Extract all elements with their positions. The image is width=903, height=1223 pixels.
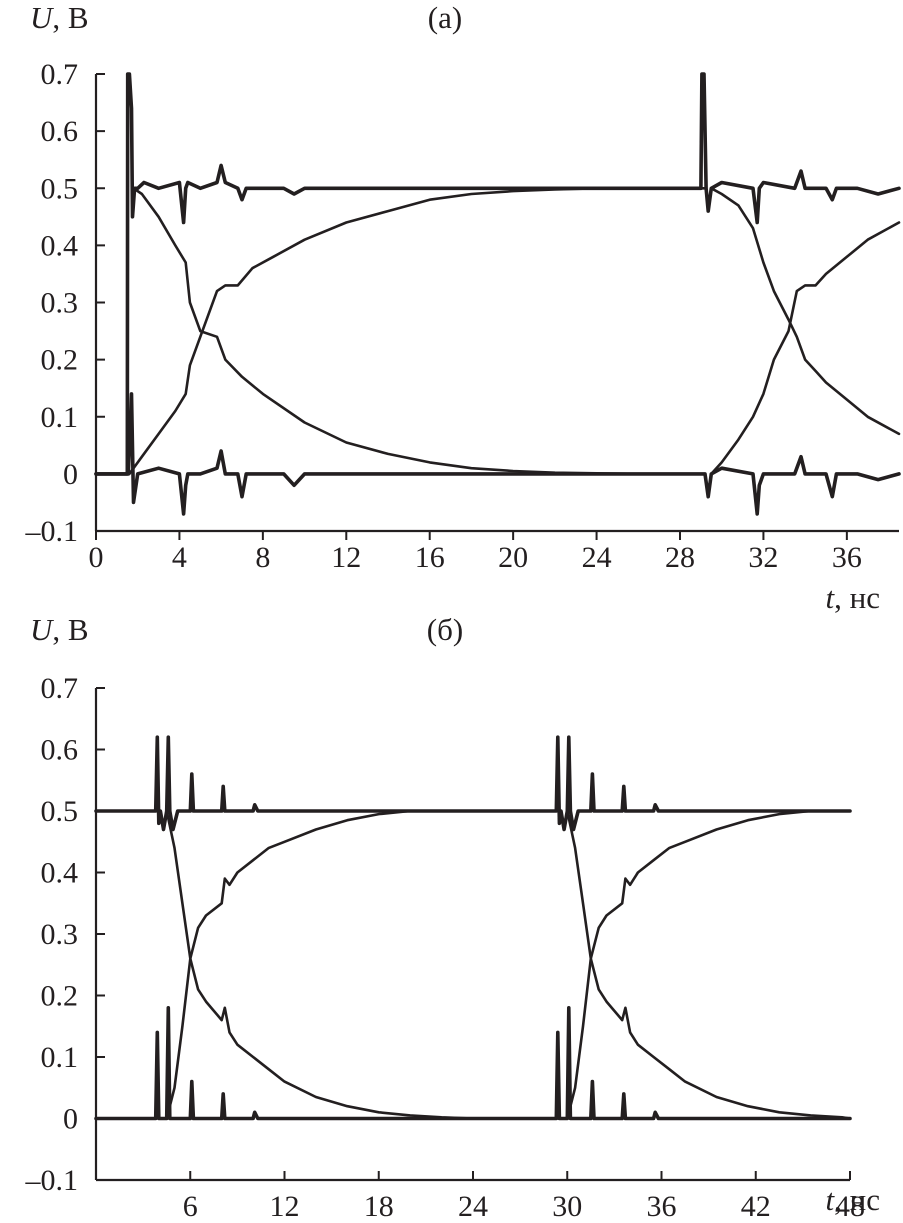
x-tick-label: 48 xyxy=(835,1190,865,1223)
y-tick-label: 0.6 xyxy=(41,115,79,148)
x-axis-title: t, нс xyxy=(826,580,880,615)
x-tick-label: 32 xyxy=(748,541,778,574)
x-tick-label: 24 xyxy=(582,541,612,574)
x-tick-label: 12 xyxy=(331,541,361,574)
y-tick-label: 0.4 xyxy=(41,229,79,262)
y-axis-title: U, В xyxy=(30,0,89,35)
y-tick-label: 0 xyxy=(63,458,78,491)
series-line-flat-1 xyxy=(94,72,901,476)
panel-label: (б) xyxy=(427,612,463,647)
x-tick-label: 12 xyxy=(270,1190,300,1223)
chart-panel-2: –0.1 0 0.1 0.2 0.3 0.4 0.5 0.6 0.7 6 12 18 24 30 36 42 4… xyxy=(25,612,881,1223)
panel-label: (а) xyxy=(428,0,462,35)
series-line-base-4 xyxy=(94,392,901,516)
x-tick-label: 20 xyxy=(498,541,528,574)
x-tick-label: 30 xyxy=(552,1190,582,1223)
y-tick-label: 0.1 xyxy=(41,401,79,434)
x-tick-label: 6 xyxy=(183,1190,198,1223)
series-line-base-4 xyxy=(94,1006,852,1121)
series-line-rise-5 xyxy=(710,221,901,476)
y-axis-title-unit: , В xyxy=(52,0,88,35)
x-tick-label: 16 xyxy=(415,541,445,574)
x-axis-title: t, нс xyxy=(826,1182,880,1217)
x-tick-label: 28 xyxy=(665,541,695,574)
series-line-flat-1 xyxy=(94,735,852,832)
y-axis-title-unit: , В xyxy=(52,612,88,647)
x-tick-label: 24 xyxy=(458,1190,488,1223)
x-axis-title-unit: , нс xyxy=(834,580,880,615)
y-tick-label: 0.1 xyxy=(41,1041,79,1074)
y-axis-title-variable: U xyxy=(30,612,55,647)
series-line-fall-6 xyxy=(710,187,901,436)
series-line-fall-3 xyxy=(132,187,707,476)
x-tick-label: 0 xyxy=(89,541,104,574)
y-tick-label: 0.3 xyxy=(41,918,79,951)
chart-panel-1: –0.1 0 0.1 0.2 0.3 0.4 0.5 0.6 0.7 0 4 8 12 16 20 24 28 3… xyxy=(25,0,901,615)
y-tick-label: 0.2 xyxy=(41,344,79,377)
y-tick-label: –0.1 xyxy=(25,1164,79,1197)
x-axis-title-variable: t xyxy=(826,580,836,615)
y-axis-title-variable: U xyxy=(30,0,55,35)
y-tick-label: 0.5 xyxy=(41,795,79,828)
x-tick-label: 8 xyxy=(255,541,270,574)
series-line-rise-2 xyxy=(165,809,561,1120)
series-line-fall-3 xyxy=(165,809,561,1120)
y-tick-label: 0.3 xyxy=(41,287,79,320)
y-tick-label: 0.5 xyxy=(41,172,79,205)
y-tick-label: 0.6 xyxy=(41,734,79,767)
y-tick-label: 0.7 xyxy=(41,672,79,705)
y-tick-label: –0.1 xyxy=(25,515,79,548)
series-line-fall-6 xyxy=(566,809,852,1120)
series-line-rise-2 xyxy=(128,187,707,476)
series-line-rise-5 xyxy=(566,809,852,1120)
y-tick-label: 0 xyxy=(63,1103,78,1136)
x-tick-label: 4 xyxy=(172,541,187,574)
x-axis-title-variable: t xyxy=(826,1182,836,1217)
y-tick-label: 0.2 xyxy=(41,980,79,1013)
x-tick-label: 42 xyxy=(741,1190,771,1223)
y-axis-title: U, В xyxy=(30,612,89,647)
x-tick-label: 18 xyxy=(364,1190,394,1223)
x-tick-label: 36 xyxy=(647,1190,677,1223)
y-tick-label: 0.4 xyxy=(41,857,79,890)
x-tick-label: 36 xyxy=(832,541,862,574)
y-tick-label: 0.7 xyxy=(41,58,79,91)
x-axis-title-unit: , нс xyxy=(834,1182,880,1217)
